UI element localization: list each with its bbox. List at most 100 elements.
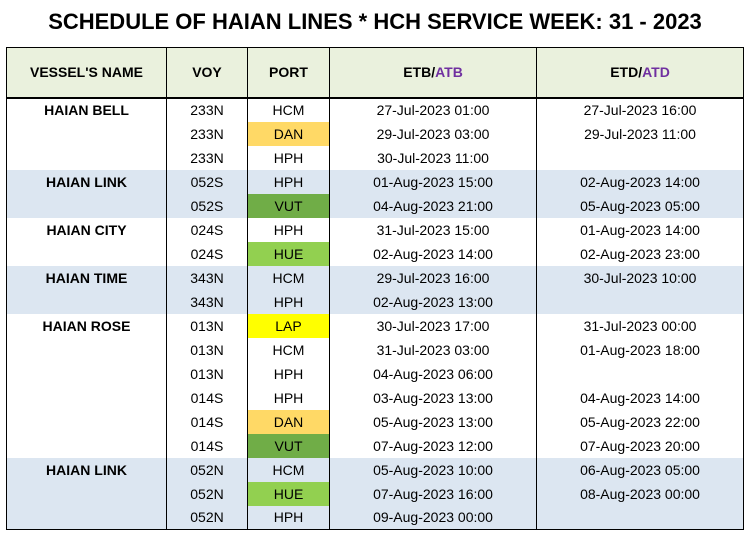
header-etb-label: ETB/ (403, 64, 436, 81)
vessel-name-cell (6, 385, 167, 410)
table-row: 014S DAN 05-Aug-2023 13:00 05-Aug-2023 22:0… (6, 409, 744, 434)
header-atb-label: ATB (435, 64, 463, 81)
table-row: HAIAN BELL 233N HCM 27-Jul-2023 01:00 27-Jul… (6, 97, 744, 122)
etb-cell: 05-Aug-2023 10:00 (329, 457, 537, 482)
table-row: 233N DAN 29-Jul-2023 03:00 29-Jul-2023 11:0… (6, 121, 744, 146)
etd-cell (536, 361, 744, 386)
voyage-cell: 233N (166, 97, 248, 122)
page-title: SCHEDULE OF HAIAN LINES * HCH SERVICE WE… (48, 9, 702, 34)
etb-cell: 02-Aug-2023 13:00 (329, 289, 537, 314)
etb-cell: 03-Aug-2023 13:00 (329, 385, 537, 410)
voyage-cell: 014S (166, 409, 248, 434)
voyage-cell: 343N (166, 265, 248, 290)
etd-cell: 04-Aug-2023 14:00 (536, 385, 744, 410)
table-row: 233N HPH 30-Jul-2023 11:00 (6, 145, 744, 170)
etb-cell: 09-Aug-2023 00:00 (329, 505, 537, 530)
vessel-name-cell (6, 481, 167, 506)
etb-cell: 05-Aug-2023 13:00 (329, 409, 537, 434)
etb-cell: 04-Aug-2023 21:00 (329, 193, 537, 218)
etb-cell: 30-Jul-2023 17:00 (329, 313, 537, 338)
header-port: PORT (247, 47, 330, 99)
header-etd-atd: ETD/ATD (536, 47, 744, 99)
port-cell: HUE (247, 241, 330, 266)
etd-cell: 31-Jul-2023 00:00 (536, 313, 744, 338)
voyage-cell: 233N (166, 145, 248, 170)
etd-cell: 02-Aug-2023 23:00 (536, 241, 744, 266)
voyage-cell: 343N (166, 289, 248, 314)
vessel-name-cell (6, 289, 167, 314)
vessel-name-cell (6, 193, 167, 218)
port-cell: HPH (247, 289, 330, 314)
vessel-name-cell (6, 505, 167, 530)
voyage-cell: 024S (166, 241, 248, 266)
etd-cell: 01-Aug-2023 14:00 (536, 217, 744, 242)
voyage-cell: 052S (166, 193, 248, 218)
voyage-cell: 024S (166, 217, 248, 242)
vessel-name-cell: HAIAN TIME (6, 265, 167, 290)
port-cell: HCM (247, 97, 330, 122)
table-row: HAIAN ROSE 013N LAP 30-Jul-2023 17:00 31-Jul… (6, 313, 744, 338)
port-cell: HPH (247, 385, 330, 410)
etd-cell: 01-Aug-2023 18:00 (536, 337, 744, 362)
voyage-cell: 014S (166, 433, 248, 458)
vessel-name-cell (6, 121, 167, 146)
voyage-cell: 013N (166, 337, 248, 362)
port-cell: LAP (247, 313, 330, 338)
etb-cell: 07-Aug-2023 12:00 (329, 433, 537, 458)
etd-cell: 27-Jul-2023 16:00 (536, 97, 744, 122)
port-cell: VUT (247, 193, 330, 218)
port-cell: DAN (247, 121, 330, 146)
voyage-cell: 013N (166, 313, 248, 338)
etd-cell: 30-Jul-2023 10:00 (536, 265, 744, 290)
vessel-name-cell (6, 241, 167, 266)
etd-cell: 05-Aug-2023 05:00 (536, 193, 744, 218)
voyage-cell: 052N (166, 457, 248, 482)
table-row: 014S VUT 07-Aug-2023 12:00 07-Aug-2023 20:0… (6, 433, 744, 458)
port-cell: HPH (247, 145, 330, 170)
vessel-name-cell: HAIAN LINK (6, 169, 167, 194)
vessel-name-cell (6, 145, 167, 170)
vessel-name-cell: HAIAN CITY (6, 217, 167, 242)
table-row: HAIAN CITY 024S HPH 31-Jul-2023 15:00 01-Aug… (6, 217, 744, 242)
etd-cell: 02-Aug-2023 14:00 (536, 169, 744, 194)
voyage-cell: 013N (166, 361, 248, 386)
table-row: 052S VUT 04-Aug-2023 21:00 05-Aug-2023 05:0… (6, 193, 744, 218)
etd-cell: 29-Jul-2023 11:00 (536, 121, 744, 146)
vessel-name-cell (6, 433, 167, 458)
etd-cell: 07-Aug-2023 20:00 (536, 433, 744, 458)
vessel-name-cell (6, 409, 167, 434)
table-row: HAIAN LINK 052N HCM 05-Aug-2023 10:00 06-Aug… (6, 457, 744, 482)
vessel-name-cell (6, 337, 167, 362)
etb-cell: 07-Aug-2023 16:00 (329, 481, 537, 506)
vessel-name-cell (6, 361, 167, 386)
etb-cell: 31-Jul-2023 03:00 (329, 337, 537, 362)
table-row: 024S HUE 02-Aug-2023 14:00 02-Aug-2023 23:0… (6, 241, 744, 266)
schedule-table: VESSEL'S NAME VOY PORT ETB/ATB ETD/ATD H… (6, 47, 744, 530)
table-row: HAIAN TIME 343N HCM 29-Jul-2023 16:00 30-Jul… (6, 265, 744, 290)
port-cell: HPH (247, 505, 330, 530)
etb-cell: 04-Aug-2023 06:00 (329, 361, 537, 386)
header-vessel-name: VESSEL'S NAME (6, 47, 167, 99)
voyage-cell: 052N (166, 505, 248, 530)
etd-cell: 05-Aug-2023 22:00 (536, 409, 744, 434)
table-row: 014S HPH 03-Aug-2023 13:00 04-Aug-2023 14:0… (6, 385, 744, 410)
etd-cell (536, 145, 744, 170)
header-etb-atb: ETB/ATB (329, 47, 537, 99)
etd-cell (536, 505, 744, 530)
etd-cell: 06-Aug-2023 05:00 (536, 457, 744, 482)
etd-cell: 08-Aug-2023 00:00 (536, 481, 744, 506)
etb-cell: 29-Jul-2023 03:00 (329, 121, 537, 146)
port-cell: HPH (247, 361, 330, 386)
port-cell: DAN (247, 409, 330, 434)
voyage-cell: 233N (166, 121, 248, 146)
port-cell: HCM (247, 457, 330, 482)
voyage-cell: 052S (166, 169, 248, 194)
etb-cell: 01-Aug-2023 15:00 (329, 169, 537, 194)
port-cell: HCM (247, 265, 330, 290)
vessel-name-cell: HAIAN LINK (6, 457, 167, 482)
table-row: HAIAN LINK 052S HPH 01-Aug-2023 15:00 02-Aug… (6, 169, 744, 194)
port-cell: VUT (247, 433, 330, 458)
table-row: 052N HPH 09-Aug-2023 00:00 (6, 505, 744, 530)
header-atd-label: ATD (642, 64, 670, 81)
etb-cell: 29-Jul-2023 16:00 (329, 265, 537, 290)
